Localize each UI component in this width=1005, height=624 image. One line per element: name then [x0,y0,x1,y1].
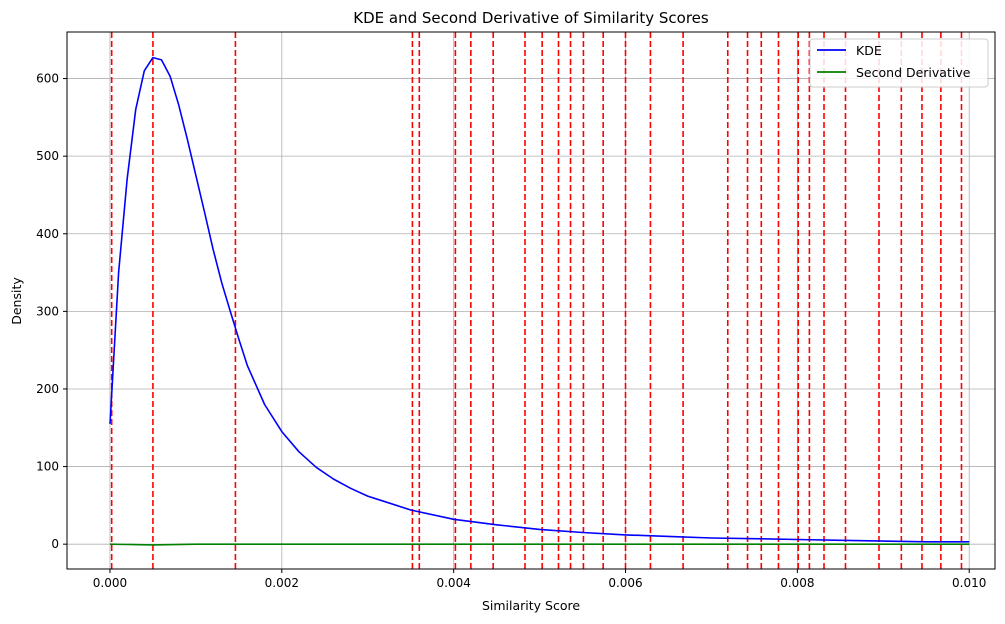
x-tick-label: 0.004 [436,576,470,590]
y-tick-label: 200 [36,382,59,396]
legend-label-kde: KDE [856,43,882,58]
x-tick-label: 0.002 [265,576,299,590]
y-axis-ticks: 0 100 200 300 400 500 600 [36,72,67,551]
y-tick-label: 400 [36,227,59,241]
x-tick-label: 0.000 [93,576,127,590]
legend-label-second-derivative: Second Derivative [856,65,971,80]
y-tick-label: 300 [36,304,59,318]
y-tick-label: 600 [36,72,59,86]
x-axis-ticks: 0.000 0.002 0.004 0.006 0.008 0.010 [93,569,986,590]
y-tick-label: 500 [36,149,59,163]
series-lines [109,56,970,546]
y-tick-label: 100 [36,460,59,474]
chart-title: KDE and Second Derivative of Similarity … [353,9,709,27]
vertical-lines [110,32,963,569]
grid [67,32,995,569]
legend-box [809,38,989,88]
x-tick-label: 0.008 [780,576,814,590]
x-tick-label: 0.006 [608,576,642,590]
x-tick-label: 0.010 [952,576,986,590]
plot-area-frame [66,31,996,570]
series-line-second-derivative [109,543,970,546]
y-axis-label: Density [9,277,24,325]
series-line-kde [109,56,970,543]
y-tick-label: 0 [51,537,59,551]
x-axis-label: Similarity Score [482,598,580,613]
legend: KDE Second Derivative [809,38,989,88]
